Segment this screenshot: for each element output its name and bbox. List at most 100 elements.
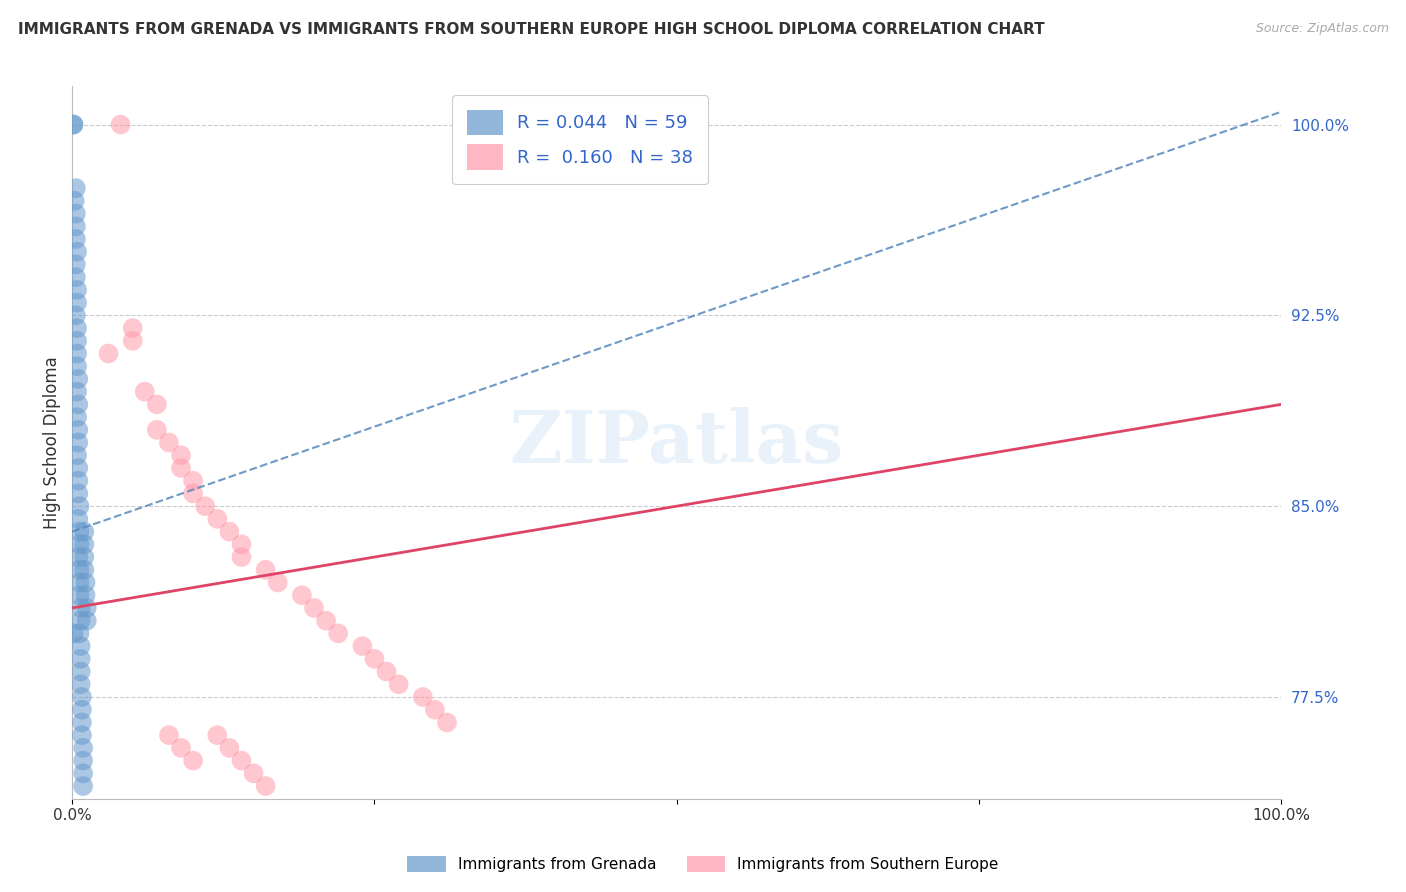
Legend: R = 0.044   N = 59, R =  0.160   N = 38: R = 0.044 N = 59, R = 0.160 N = 38 — [453, 95, 707, 185]
Point — [66, 283, 89, 297]
Point — [181, 474, 204, 488]
Point — [146, 397, 169, 411]
Point — [170, 740, 193, 755]
Point — [67, 486, 90, 500]
Text: IMMIGRANTS FROM GRENADA VS IMMIGRANTS FROM SOUTHERN EUROPE HIGH SCHOOL DIPLOMA C: IMMIGRANTS FROM GRENADA VS IMMIGRANTS FR… — [18, 22, 1045, 37]
Point — [194, 499, 217, 513]
Point — [69, 626, 91, 640]
Point — [66, 359, 89, 374]
Point — [134, 384, 156, 399]
Point — [65, 219, 87, 234]
Point — [121, 321, 143, 335]
Point — [231, 754, 253, 768]
Point — [69, 588, 91, 602]
Point — [207, 512, 229, 526]
Point — [65, 257, 87, 271]
Point — [67, 372, 90, 386]
Point — [388, 677, 411, 691]
Point — [69, 601, 91, 615]
Point — [66, 384, 89, 399]
Point — [65, 270, 87, 285]
Point — [62, 626, 84, 640]
Point — [121, 334, 143, 348]
Point — [65, 206, 87, 220]
Point — [67, 474, 90, 488]
Legend: Immigrants from Grenada, Immigrants from Southern Europe: Immigrants from Grenada, Immigrants from… — [399, 848, 1007, 880]
Point — [65, 181, 87, 195]
Point — [291, 588, 314, 602]
Point — [302, 601, 325, 615]
Point — [207, 728, 229, 742]
Point — [181, 754, 204, 768]
Point — [76, 601, 98, 615]
Point — [65, 232, 87, 246]
Point — [69, 614, 91, 628]
Point — [66, 295, 89, 310]
Point — [231, 537, 253, 551]
Point — [66, 346, 89, 360]
Point — [352, 639, 374, 653]
Point — [69, 524, 91, 539]
Point — [69, 499, 91, 513]
Point — [62, 118, 84, 132]
Point — [170, 448, 193, 462]
Y-axis label: High School Diploma: High School Diploma — [44, 356, 60, 529]
Point — [254, 779, 277, 793]
Point — [67, 397, 90, 411]
Point — [75, 575, 97, 590]
Point — [267, 575, 290, 590]
Point — [73, 563, 96, 577]
Point — [62, 118, 84, 132]
Point — [72, 779, 94, 793]
Point — [69, 575, 91, 590]
Point — [328, 626, 350, 640]
Point — [67, 461, 90, 475]
Point — [67, 512, 90, 526]
Point — [66, 410, 89, 425]
Point — [146, 423, 169, 437]
Point — [218, 740, 240, 755]
Point — [75, 588, 97, 602]
Point — [110, 118, 132, 132]
Point — [66, 321, 89, 335]
Point — [76, 614, 98, 628]
Point — [69, 563, 91, 577]
Point — [73, 549, 96, 564]
Point — [218, 524, 240, 539]
Point — [181, 486, 204, 500]
Point — [157, 435, 180, 450]
Point — [70, 715, 93, 730]
Point — [73, 524, 96, 539]
Point — [315, 614, 337, 628]
Point — [72, 766, 94, 780]
Point — [423, 703, 446, 717]
Point — [66, 334, 89, 348]
Point — [157, 728, 180, 742]
Point — [363, 652, 385, 666]
Point — [231, 549, 253, 564]
Point — [72, 740, 94, 755]
Text: ZIPatlas: ZIPatlas — [509, 407, 844, 478]
Point — [70, 728, 93, 742]
Point — [73, 537, 96, 551]
Point — [69, 665, 91, 679]
Point — [69, 537, 91, 551]
Point — [66, 448, 89, 462]
Point — [67, 435, 90, 450]
Point — [436, 715, 458, 730]
Point — [63, 194, 86, 208]
Point — [72, 754, 94, 768]
Point — [412, 690, 434, 704]
Point — [254, 563, 277, 577]
Point — [69, 639, 91, 653]
Point — [375, 665, 398, 679]
Text: Source: ZipAtlas.com: Source: ZipAtlas.com — [1256, 22, 1389, 36]
Point — [69, 652, 91, 666]
Point — [242, 766, 264, 780]
Point — [170, 461, 193, 475]
Point — [97, 346, 120, 360]
Point — [67, 423, 90, 437]
Point — [70, 690, 93, 704]
Point — [67, 549, 90, 564]
Point — [65, 309, 87, 323]
